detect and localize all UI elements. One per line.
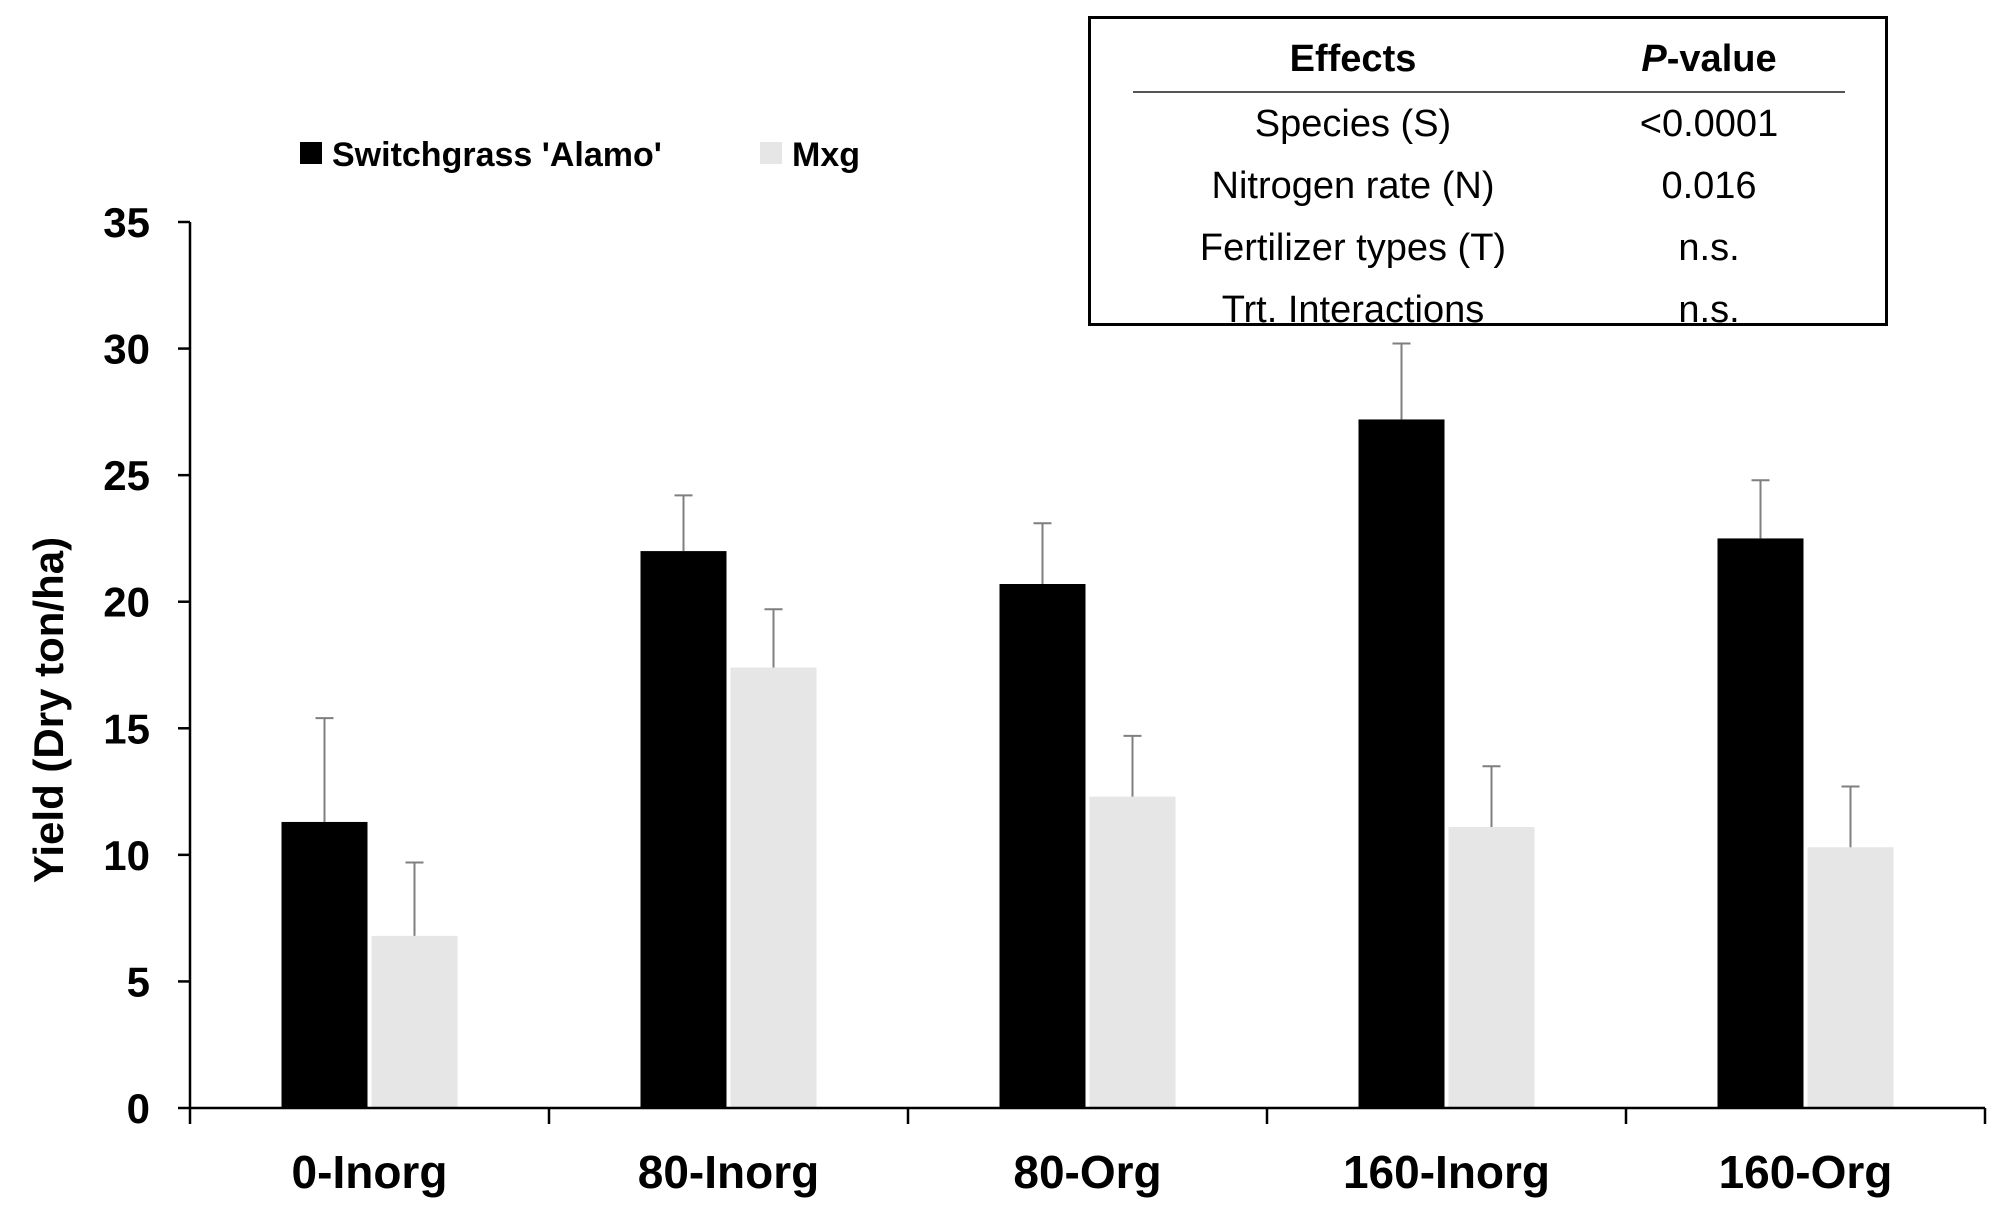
stats-row: Fertilizer types (T) n.s. (1133, 217, 1845, 279)
stats-header-pvalue-suffix: -value (1666, 37, 1777, 80)
bar-switchgrass-0-inorg (281, 821, 368, 1108)
stats-pvalue-cell: <0.0001 (1639, 102, 1779, 145)
bars-group (281, 419, 1894, 1108)
bar-switchgrass-160-org (1717, 538, 1804, 1108)
y-tick-label: 25 (103, 452, 150, 499)
stats-pvalue-cell: n.s. (1678, 288, 1740, 331)
y-tick-label: 35 (103, 199, 150, 246)
x-tick-label: 0-Inorg (292, 1146, 448, 1198)
x-tick-label: 80-Org (1013, 1146, 1161, 1198)
bar-mxg-160-inorg (1448, 827, 1535, 1108)
statistics-table: Effects P-value Species (S) <0.0001 Nitr… (1133, 27, 1845, 341)
stats-effect-cell: Nitrogen rate (N) (1211, 164, 1495, 207)
stats-effect-cell: Trt. Interactions (1221, 288, 1485, 331)
stats-header-pvalue: P-value (1573, 27, 1845, 93)
y-tick-label: 5 (127, 958, 150, 1005)
axes-group: 0-Inorg 80-Inorg 80-Org 160-Inorg 160-Org 0 5 1… (103, 199, 1987, 1198)
x-tick-label: 80-Inorg (638, 1146, 819, 1198)
bar-mxg-80-inorg (730, 667, 817, 1108)
error-bars-group (315, 342, 1860, 936)
bar-switchgrass-80-inorg (640, 551, 727, 1108)
x-tick-label: 160-Inorg (1343, 1146, 1550, 1198)
y-tick-label: 20 (103, 579, 150, 626)
x-tick-label: 160-Org (1719, 1146, 1893, 1198)
legend-label-switchgrass: Switchgrass 'Alamo' (332, 136, 662, 174)
bar-mxg-0-inorg (371, 935, 458, 1108)
y-tick-label: 10 (103, 832, 150, 879)
stats-effect-cell: Species (S) (1254, 102, 1452, 145)
y-axis-title: Yield (Dry ton/ha) (25, 537, 72, 883)
stats-row: Nitrogen rate (N) 0.016 (1133, 155, 1845, 217)
y-tick-label: 15 (103, 705, 150, 752)
bar-mxg-80-org (1089, 796, 1176, 1108)
stats-header-effects: Effects (1133, 27, 1573, 93)
stats-pvalue-cell: 0.016 (1661, 164, 1757, 207)
stats-effect-cell: Fertilizer types (T) (1199, 226, 1507, 269)
legend-label-mxg: Mxg (792, 136, 860, 174)
stats-pvalue-cell: n.s. (1678, 226, 1740, 269)
legend: Switchgrass 'Alamo' Mxg (300, 136, 860, 174)
bar-switchgrass-80-org (999, 583, 1086, 1108)
legend-swatch-mxg (760, 142, 782, 164)
y-tick-label: 0 (127, 1085, 150, 1132)
stats-header-row: Effects P-value (1133, 27, 1845, 93)
bar-switchgrass-160-inorg (1358, 419, 1445, 1108)
legend-swatch-switchgrass (300, 142, 322, 164)
statistics-table-box: Effects P-value Species (S) <0.0001 Nitr… (1088, 16, 1888, 331)
stats-header-pvalue-p: P (1641, 37, 1667, 80)
bar-mxg-160-org (1807, 847, 1894, 1108)
stats-row: Trt. Interactions n.s. (1133, 279, 1845, 341)
y-tick-label: 30 (103, 326, 150, 373)
stats-row: Species (S) <0.0001 (1133, 92, 1845, 155)
